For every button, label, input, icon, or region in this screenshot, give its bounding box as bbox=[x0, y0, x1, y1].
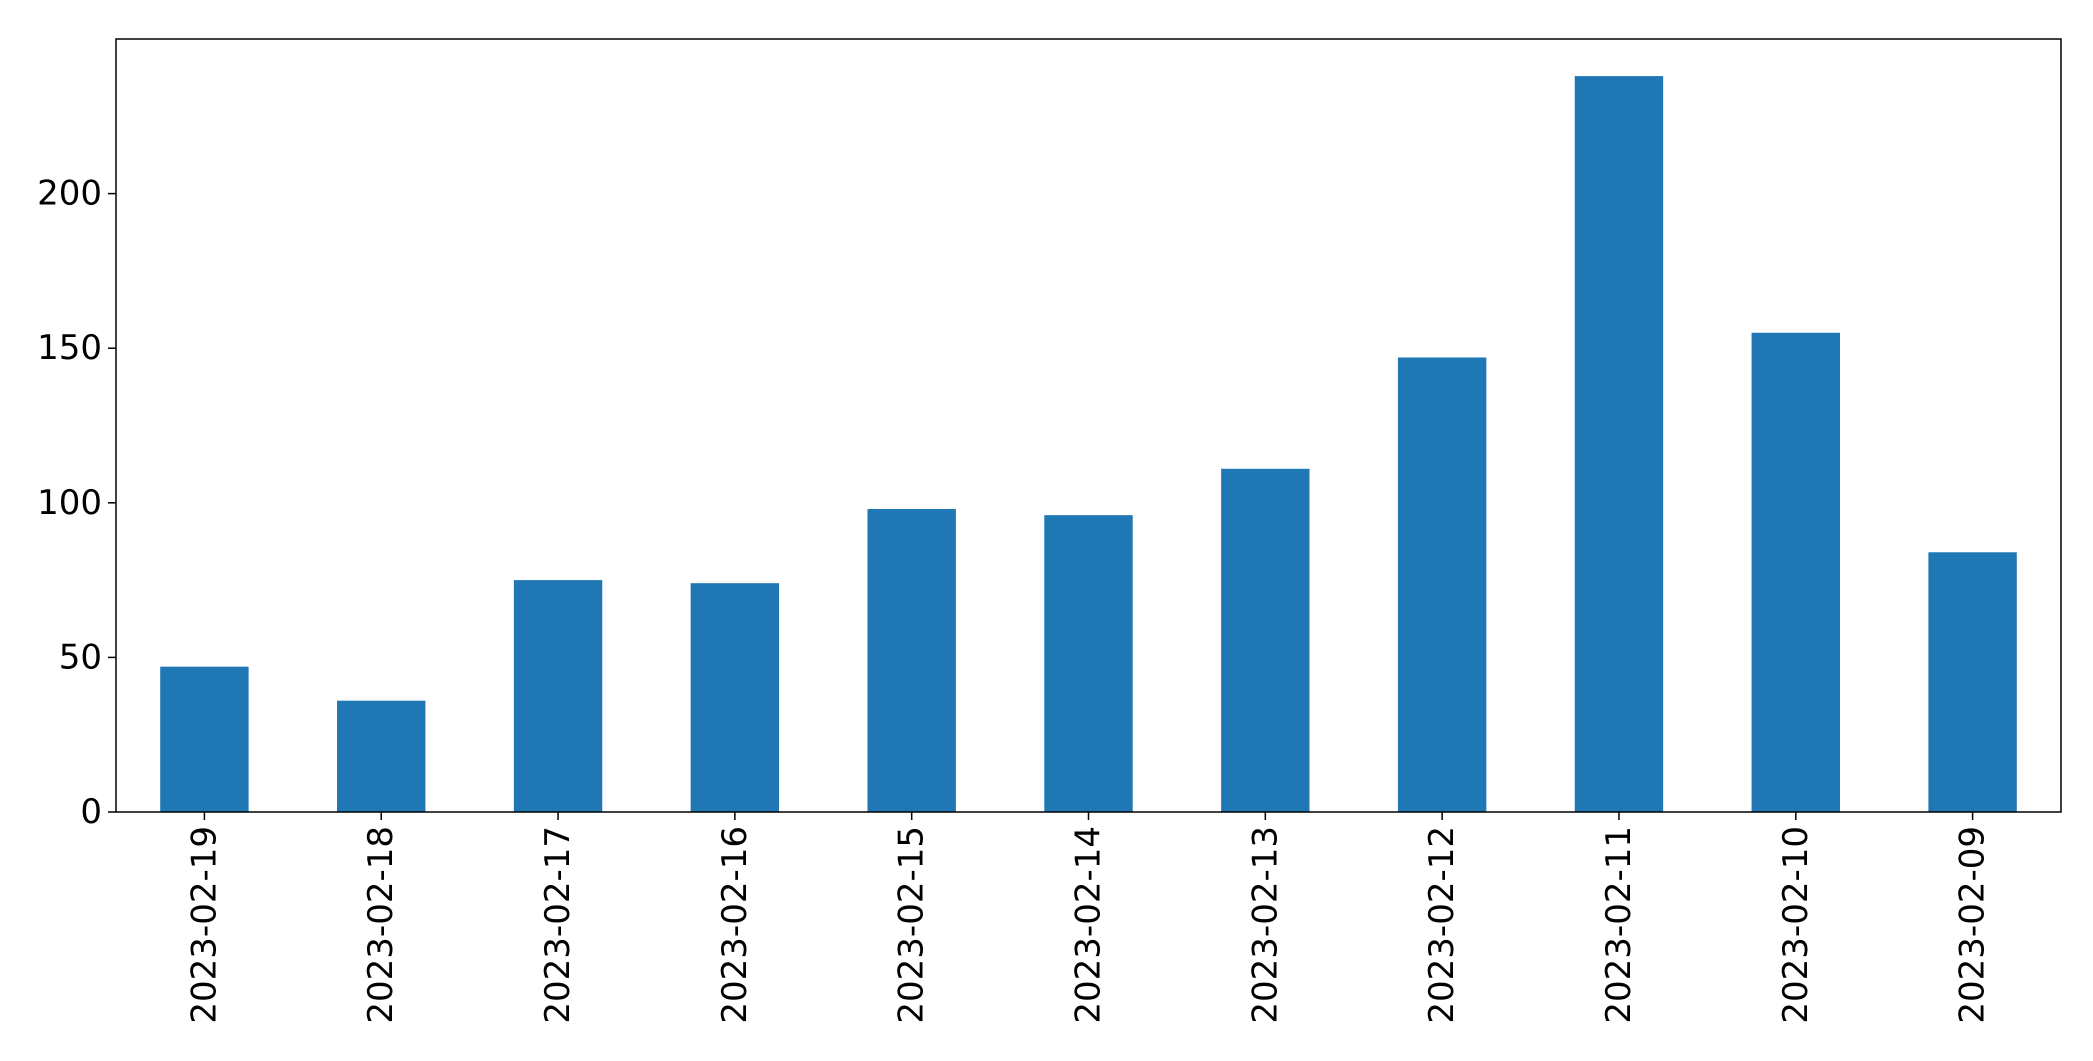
x-tick-label: 2023-02-13 bbox=[1245, 826, 1285, 1024]
y-tick-label: 150 bbox=[37, 328, 102, 368]
y-tick-label: 200 bbox=[37, 174, 102, 214]
plot-frame bbox=[115, 38, 2062, 813]
x-tick-label: 2023-02-18 bbox=[361, 826, 401, 1024]
x-tick-label: 2023-02-19 bbox=[184, 826, 224, 1024]
bar-2023-02-10 bbox=[1751, 332, 1840, 812]
y-tick-label: 0 bbox=[80, 792, 102, 832]
x-tick-label: 2023-02-09 bbox=[1953, 826, 1993, 1024]
bar-2023-02-11 bbox=[1574, 76, 1664, 812]
y-tick-label: 50 bbox=[59, 637, 102, 677]
x-tick-label: 2023-02-16 bbox=[715, 826, 755, 1024]
bar-2023-02-14 bbox=[1044, 515, 1133, 812]
x-tick-label: 2023-02-12 bbox=[1422, 826, 1462, 1024]
x-tick-label: 2023-02-17 bbox=[538, 826, 578, 1024]
bar-2023-02-13 bbox=[1221, 468, 1310, 812]
x-axis: 2023-02-19 2023-02-18 2023-02-17 2023-02-16… bbox=[184, 812, 1993, 1024]
bar-2023-02-19 bbox=[160, 666, 249, 812]
bar-2023-02-17 bbox=[513, 580, 603, 812]
bar-2023-02-09 bbox=[1928, 552, 2017, 812]
x-tick-label: 2023-02-14 bbox=[1069, 826, 1109, 1024]
x-tick-label: 2023-02-15 bbox=[892, 826, 932, 1024]
bars bbox=[160, 76, 2017, 812]
bar-2023-02-12 bbox=[1397, 357, 1487, 812]
bar-2023-02-16 bbox=[690, 583, 780, 812]
bar-2023-02-18 bbox=[337, 700, 426, 812]
y-axis: 0 50 100 150 200 bbox=[37, 174, 116, 832]
x-tick-label: 2023-02-11 bbox=[1599, 826, 1639, 1024]
x-tick-label: 2023-02-10 bbox=[1776, 826, 1816, 1024]
y-tick-label: 100 bbox=[37, 483, 102, 523]
bar-2023-02-15 bbox=[867, 508, 956, 812]
